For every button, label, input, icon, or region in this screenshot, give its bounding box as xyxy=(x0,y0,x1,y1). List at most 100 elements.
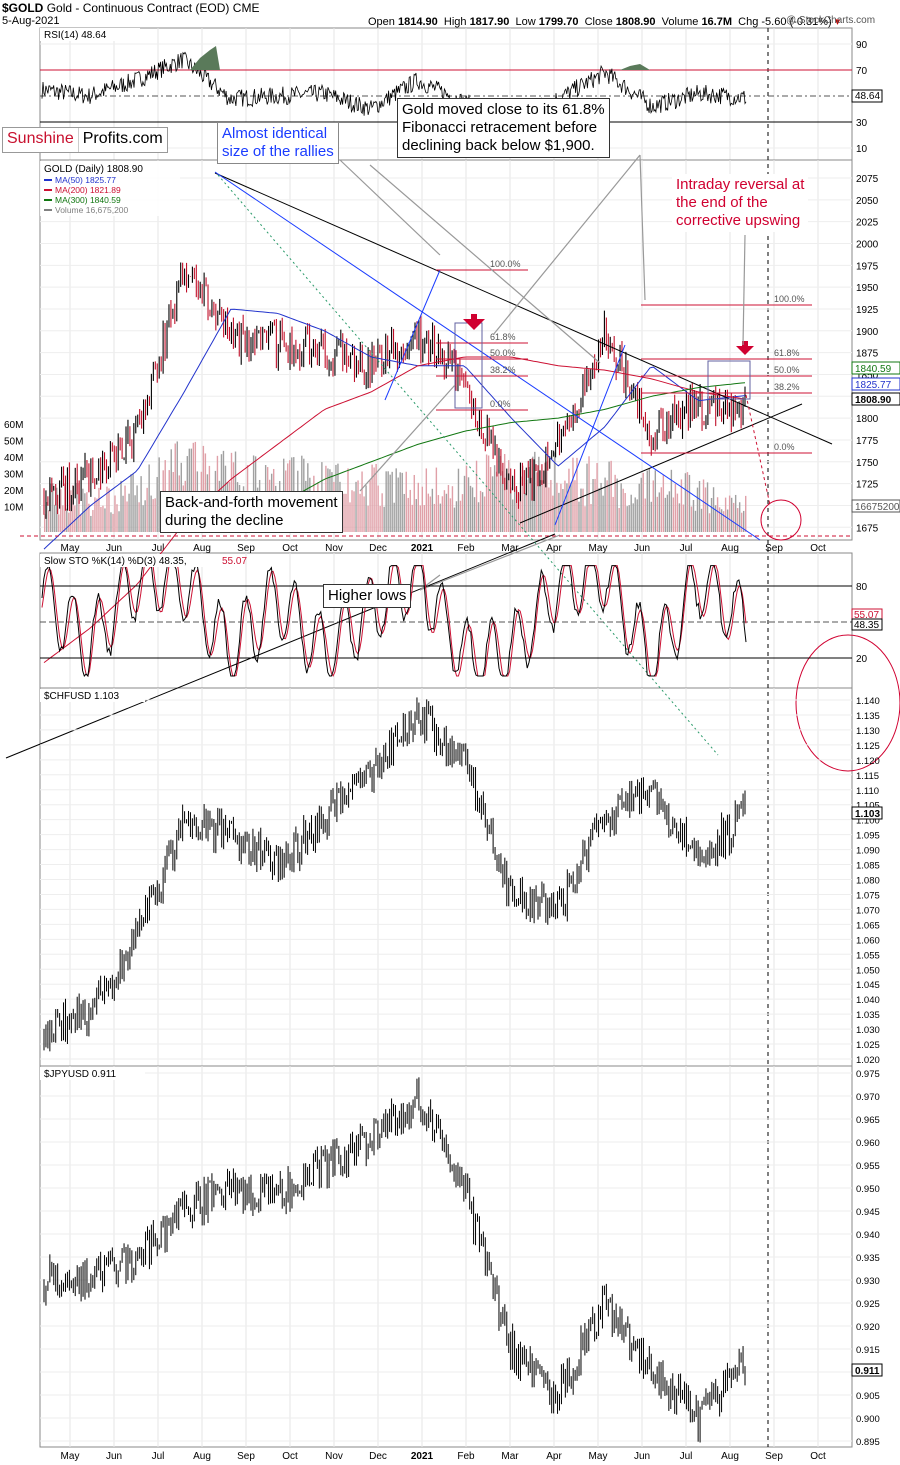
volume-bar xyxy=(576,457,578,532)
volume-bar xyxy=(391,471,393,532)
volume-bar xyxy=(60,489,62,532)
price-tag-text: 1825.77 xyxy=(855,380,892,391)
volume-bar xyxy=(489,467,492,532)
x-tick-label-bottom: Jul xyxy=(680,1451,693,1462)
x-tick-label-top: Aug xyxy=(721,543,739,554)
volume-bar xyxy=(459,500,462,532)
x-tick-label-bottom: Jul xyxy=(152,1451,165,1462)
gold-y-tick: 1925 xyxy=(856,305,879,316)
rsi-last-tag xyxy=(851,89,883,103)
sto-tag-text: 48.35 xyxy=(854,620,879,631)
rallies-pointer-1 xyxy=(339,159,441,256)
volume-bar xyxy=(542,480,544,532)
x-tick-label-top: Jul xyxy=(680,543,693,554)
chf-tick: 1.140 xyxy=(856,696,880,707)
chf-tick: 1.120 xyxy=(856,756,880,767)
gold-y-tick: 2075 xyxy=(856,174,879,185)
volume-bar xyxy=(608,461,610,532)
volume-bar xyxy=(445,493,448,532)
x-tick-label-top: Jun xyxy=(106,543,122,554)
volume-bar xyxy=(132,473,134,532)
fib-right-label: 38.2% xyxy=(774,382,800,392)
volume-bar xyxy=(148,464,150,532)
x-tick-label-bottom: Aug xyxy=(721,1451,739,1462)
volume-bar xyxy=(499,455,502,532)
volume-bar xyxy=(417,482,419,532)
volume-bar xyxy=(401,472,403,532)
fib-right-label: 61.8% xyxy=(774,348,800,358)
chg-value: -5.60 (-0.31%) xyxy=(761,16,832,28)
volume-bar xyxy=(64,483,66,532)
volume-bar xyxy=(190,448,193,532)
volume-bar xyxy=(425,468,428,532)
chf-tick: 1.090 xyxy=(856,846,880,857)
chf-tick: 1.135 xyxy=(856,711,880,722)
jpy-tick: 0.930 xyxy=(856,1276,880,1287)
jpy-tick: 0.965 xyxy=(856,1115,880,1126)
volume-bar xyxy=(82,488,84,532)
volume-bar xyxy=(98,487,100,532)
volume-bar xyxy=(130,474,132,532)
jpy-tick: 0.970 xyxy=(856,1092,880,1103)
volume-value: 16.7M xyxy=(701,16,733,28)
fib-left-label: 0.0% xyxy=(490,399,511,409)
ohlc-row: Open 1814.90 High 1817.90 Low 1799.70 Cl… xyxy=(368,15,840,28)
volume-bar xyxy=(568,468,570,532)
volume-bar xyxy=(411,504,413,532)
gold-y-tick: 1750 xyxy=(856,458,879,469)
x-tick-label-top: Jun xyxy=(634,543,650,554)
volume-bar xyxy=(144,500,146,532)
volume-bar xyxy=(477,502,480,532)
volume-bar xyxy=(516,490,518,532)
gold-legend-bg xyxy=(40,161,180,216)
volume-bar xyxy=(660,487,663,532)
chf-tick: 1.075 xyxy=(856,890,880,901)
gold-y-tick: 1975 xyxy=(856,261,879,272)
volume-bar xyxy=(712,487,715,532)
volume-bar xyxy=(718,507,721,532)
rsi-tick: 10 xyxy=(856,144,868,155)
volume-bar xyxy=(128,493,130,532)
x-tick-label-top: Feb xyxy=(457,543,475,554)
gold-title-text: GOLD (Daily) 1808.90 xyxy=(44,164,143,175)
volume-bar xyxy=(437,495,440,532)
exchange: CME xyxy=(232,1,260,15)
volume-bar xyxy=(134,495,136,532)
volume-bar xyxy=(505,473,508,532)
jpy-tick: 0.925 xyxy=(856,1299,880,1310)
volume-bar xyxy=(96,498,98,532)
volume-bar xyxy=(74,505,76,532)
volume-label: Volume xyxy=(661,16,699,28)
volume-bar xyxy=(46,501,48,532)
volume-bar xyxy=(389,474,391,532)
volume-bar xyxy=(407,497,409,532)
volume-bar xyxy=(62,505,64,532)
x-tick-label-top: May xyxy=(61,543,80,554)
volume-bar xyxy=(501,471,504,532)
volume-bar xyxy=(449,498,452,532)
volume-bar xyxy=(491,476,494,532)
volume-bar xyxy=(116,504,118,532)
volume-bar xyxy=(485,454,488,532)
volume-bar xyxy=(624,493,626,532)
price-tag xyxy=(851,392,900,406)
volume-bar xyxy=(188,448,191,532)
rsi-last-tag-text: 48.64 xyxy=(855,91,880,102)
volume-tick: 30M xyxy=(4,470,23,481)
volume-bar xyxy=(730,497,733,532)
rsi-tick: 30 xyxy=(856,118,868,129)
volume-bar xyxy=(393,502,395,532)
volume-bar xyxy=(724,497,727,532)
fib-right-label: 0.0% xyxy=(774,442,795,452)
x-tick-label-bottom: May xyxy=(589,1451,608,1462)
x-tick-label-top: Sep xyxy=(765,543,783,554)
rsi-line xyxy=(41,51,747,124)
volume-bar xyxy=(710,498,713,532)
x-tick-label-top: Dec xyxy=(369,543,387,554)
volume-bar xyxy=(381,493,383,532)
volume-bar xyxy=(674,483,677,532)
chf-last-tag-text: 1.103 xyxy=(855,809,880,820)
volume-bar xyxy=(694,510,697,532)
higher-lows-annotation: Higher lows xyxy=(323,584,412,608)
volume-bar xyxy=(357,480,359,532)
